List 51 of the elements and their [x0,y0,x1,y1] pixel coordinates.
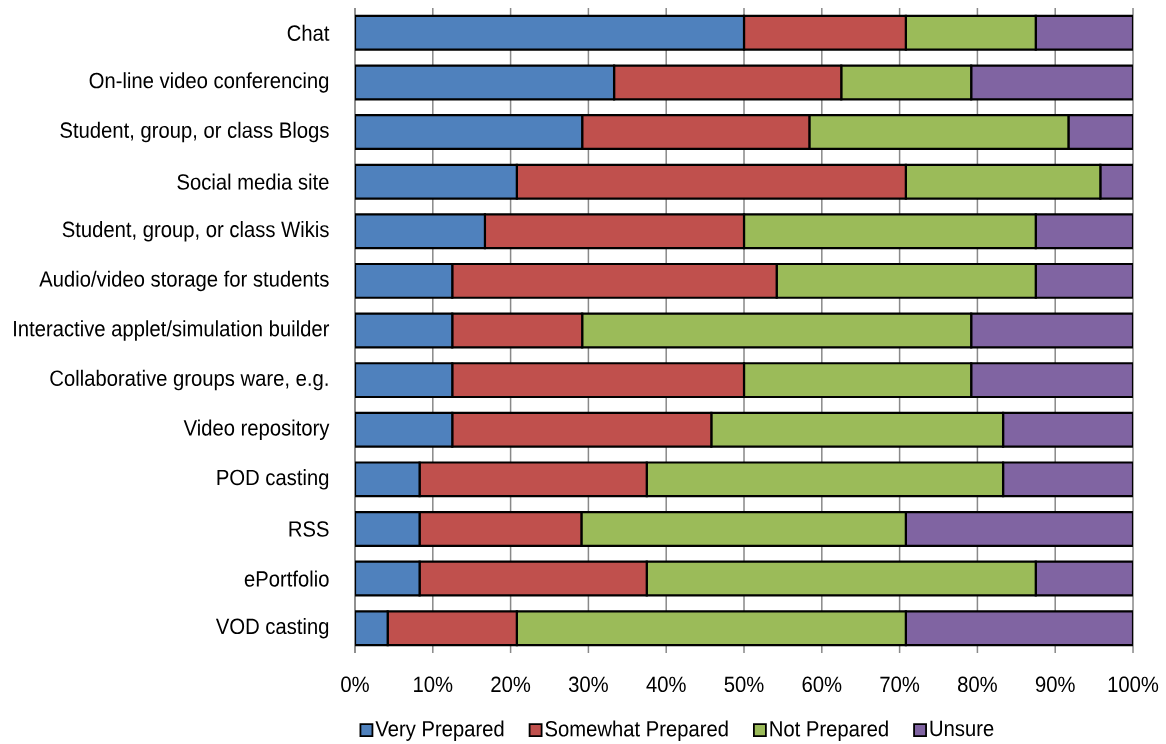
bar [355,610,389,647]
legend-label: Not Prepared [770,720,888,741]
bar [1034,14,1134,51]
y-tick-label: VOD casting [215,617,329,639]
bar [1034,262,1134,299]
bar [355,14,746,51]
x-tick-label: 0% [341,676,369,693]
x-tick-label: 40% [646,676,686,693]
x-tick-label: 50% [724,676,764,693]
bar [355,163,518,200]
x-tick-label: 10% [414,676,453,693]
bar [355,262,454,299]
x-tick-label: 90% [1035,676,1075,693]
x-tick-label: 60% [802,676,842,693]
y-tick-label: Student, group, or class Wikis [62,221,329,242]
y-tick-label: Collaborative groups ware, e.g. [50,369,328,391]
legend-label: Very Prepared [375,720,504,741]
x-tick-label: 100% [1108,676,1159,693]
bar [355,511,421,547]
bar [355,64,616,101]
bar [355,411,454,448]
bar [355,312,454,349]
x-tick-label: 80% [958,676,997,693]
y-tick-label: Interactive applet/simulation builder [14,320,330,341]
bar [355,114,584,151]
y-tick-label: Chat [287,24,330,41]
bar [1034,560,1134,597]
y-tick-label: On-line video conferencing [89,72,329,93]
bar [1001,411,1134,448]
y-tick-label: ePortfolio [244,570,329,587]
bar [970,64,1134,101]
x-tick-label: 20% [491,676,531,693]
bar [1001,461,1134,498]
y-tick-label: Video repository [183,419,330,440]
legend-label: Somewhat Prepared [545,720,728,741]
bar [1034,213,1134,250]
bar [355,213,487,250]
y-tick-label: Social media site [177,173,329,190]
x-tick-label: 70% [880,676,920,693]
y-tick-label: Audio/video storage for students [39,270,329,292]
y-tick-label: RSS [289,521,329,537]
bar [1067,114,1134,151]
bar [355,362,454,399]
bar [970,312,1134,349]
x-tick-label: 30% [568,676,608,693]
y-tick-label: Student, group, or class Blogs [60,121,329,143]
y-tick-label: POD casting [217,469,329,490]
bar [970,362,1134,399]
bar [904,610,1134,647]
bar [904,511,1134,547]
legend-label: Unsure [930,720,994,737]
